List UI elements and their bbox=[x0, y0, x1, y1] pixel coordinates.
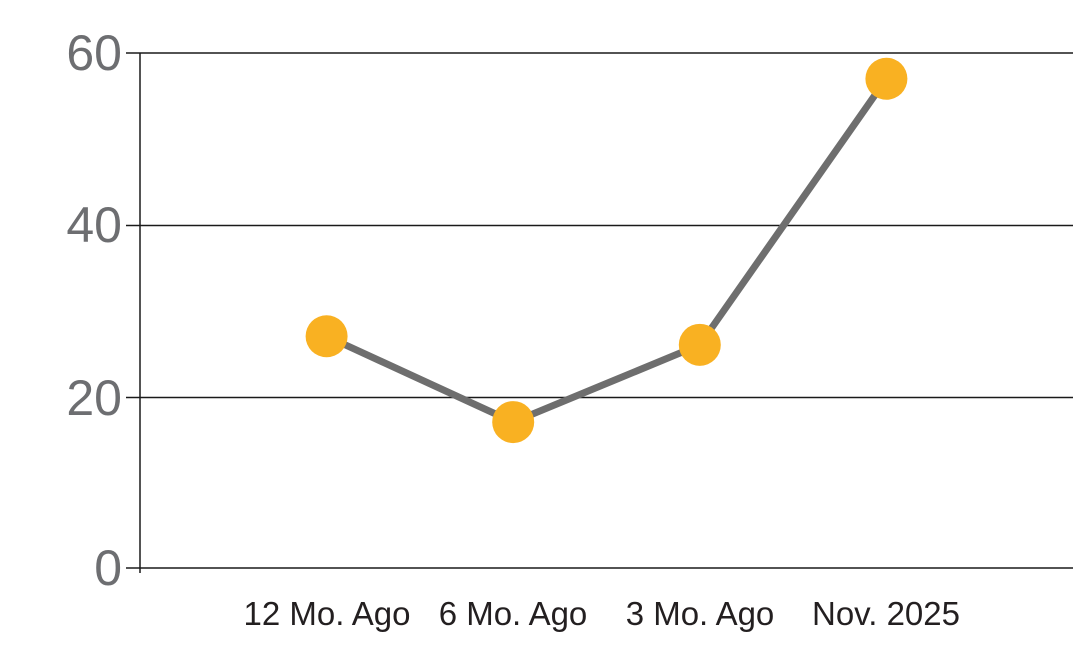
x-axis-tick-label: 6 Mo. Ago bbox=[438, 595, 588, 632]
data-point-marker bbox=[865, 57, 908, 100]
data-point-marker bbox=[492, 401, 535, 444]
x-axis-tick-label: 3 Mo. Ago bbox=[625, 595, 775, 632]
y-axis-tick-label: 20 bbox=[66, 370, 122, 426]
data-point-marker bbox=[678, 323, 721, 366]
x-axis-tick-label: 12 Mo. Ago bbox=[243, 595, 411, 632]
y-axis-ticks bbox=[126, 52, 140, 569]
data-point-marker bbox=[305, 315, 348, 358]
x-axis-tick-label: Nov. 2025 bbox=[812, 595, 960, 632]
y-axis-tick-label: 60 bbox=[66, 25, 122, 81]
series-line bbox=[325, 76, 890, 426]
y-axis-tick-label: 0 bbox=[94, 540, 122, 596]
gridlines bbox=[140, 52, 1073, 569]
series-markers bbox=[305, 57, 908, 444]
y-axis-tick-label: 40 bbox=[66, 197, 122, 253]
